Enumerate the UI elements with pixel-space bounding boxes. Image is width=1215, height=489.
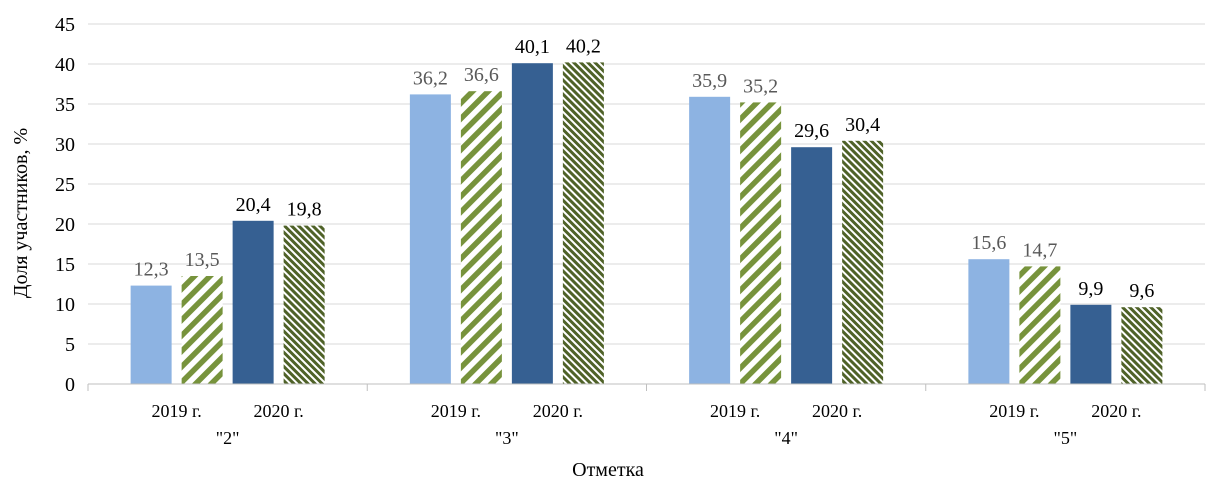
data-label: 35,9 [692, 70, 727, 92]
data-label: 36,6 [464, 64, 499, 86]
x-year-label: 2019 г. [710, 401, 760, 421]
y-tick-label: 10 [55, 294, 75, 316]
y-tick-label: 15 [55, 254, 75, 276]
bar [842, 140, 884, 384]
data-label: 15,6 [971, 232, 1006, 254]
x-category-label: "3" [495, 428, 519, 448]
bar [968, 259, 1010, 384]
data-label: 20,4 [236, 194, 271, 216]
y-tick-label: 5 [65, 334, 75, 356]
y-tick-label: 45 [55, 14, 75, 36]
data-label: 13,5 [185, 249, 220, 271]
y-tick-label: 30 [55, 134, 75, 156]
x-category-label: "5" [1054, 428, 1078, 448]
data-label: 12,3 [134, 259, 169, 281]
x-category-label: "2" [216, 428, 240, 448]
axes: 0 5 10 15 20 25 30 35 40 45 2019 г. 2020 г. "2" 2019 … [55, 14, 1206, 448]
data-label: 19,8 [287, 199, 322, 221]
bar [1070, 304, 1112, 384]
data-label: 29,6 [794, 120, 829, 142]
data-label: 9,6 [1129, 280, 1154, 302]
x-year-label: 2020 г. [253, 401, 303, 421]
data-labels: 12,3 13,5 20,4 19,8 36,2 36,6 40,1 40,2 35,9 35,2… [134, 35, 1155, 302]
data-label: 40,2 [566, 35, 601, 57]
bar [1019, 266, 1061, 384]
bar [740, 102, 782, 385]
bar [511, 63, 553, 384]
data-label: 40,1 [515, 36, 550, 58]
bar [283, 225, 325, 384]
x-year-label: 2020 г. [812, 401, 862, 421]
data-label: 35,2 [743, 75, 778, 97]
bar [562, 62, 604, 385]
y-tick-label: 20 [55, 214, 75, 236]
bar [181, 276, 223, 384]
x-year-label: 2020 г. [533, 401, 583, 421]
x-year-label: 2019 г. [989, 401, 1039, 421]
bar [791, 147, 833, 384]
data-label: 30,4 [845, 114, 880, 136]
x-axis-title: Отметка [572, 459, 644, 481]
data-label: 36,2 [413, 67, 448, 89]
x-category-label: "4" [774, 428, 798, 448]
y-tick-label: 25 [55, 174, 75, 196]
bar [409, 94, 451, 385]
x-year-label: 2019 г. [151, 401, 201, 421]
x-year-label: 2020 г. [1091, 401, 1141, 421]
bar [232, 220, 274, 384]
gridlines [88, 23, 1205, 345]
bar [689, 96, 731, 385]
data-label: 14,7 [1022, 239, 1057, 261]
data-label: 9,9 [1078, 278, 1103, 300]
y-tick-label: 40 [55, 54, 75, 76]
y-tick-label: 35 [55, 94, 75, 116]
x-year-label: 2019 г. [431, 401, 481, 421]
bar [460, 91, 502, 384]
bar [130, 285, 172, 384]
y-tick-label: 0 [65, 374, 75, 396]
bar [1121, 307, 1163, 384]
bars [130, 62, 1163, 385]
y-axis-title: Доля участников, % [10, 128, 32, 298]
